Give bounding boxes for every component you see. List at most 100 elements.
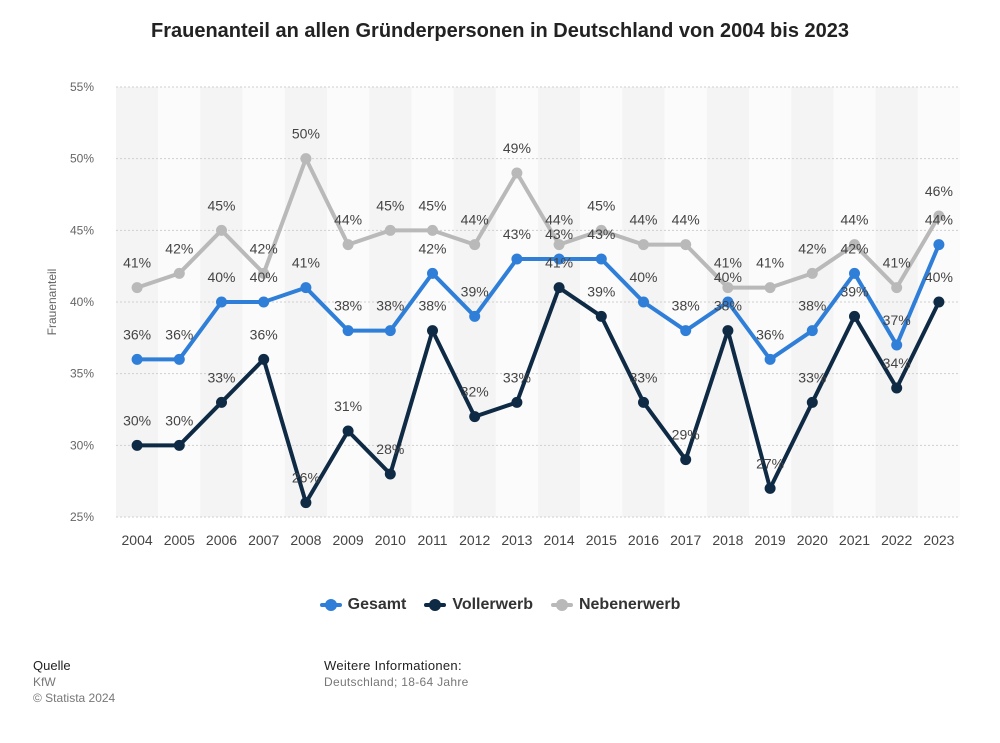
point-gesamt-2021	[849, 267, 860, 279]
point-nebenerwerb-2015	[595, 224, 607, 236]
data-label-gesamt-2005: 36%	[165, 326, 193, 342]
data-label-gesamt-2010: 38%	[376, 298, 404, 314]
data-label-nebenerwerb-2017: 44%	[672, 212, 700, 228]
data-label-nebenerwerb-2013: 49%	[503, 140, 531, 156]
info-block: Weitere Informationen: Deutschland; 18-6…	[324, 658, 469, 690]
data-label-vollerwerb-2011: 38%	[418, 298, 446, 314]
data-label-nebenerwerb-2022: 41%	[883, 255, 911, 271]
data-label-gesamt-2014: 43%	[545, 226, 573, 242]
data-label-vollerwerb-2020: 33%	[798, 369, 826, 385]
legend-item-gesamt[interactable]: Gesamt	[319, 596, 407, 614]
x-tick-2007: 2007	[248, 532, 279, 548]
point-nebenerwerb-2021	[849, 239, 860, 251]
data-label-vollerwerb-2006: 33%	[207, 369, 235, 385]
data-label-vollerwerb-2018: 38%	[714, 298, 742, 314]
x-tick-2019: 2019	[755, 532, 786, 548]
point-nebenerwerb-2010	[384, 224, 396, 236]
data-label-gesamt-2004: 36%	[123, 326, 151, 342]
source-block: Quelle KfW © Statista 2024	[33, 658, 115, 706]
data-label-gesamt-2012: 39%	[461, 283, 489, 299]
point-vollerwerb-2008	[300, 497, 312, 509]
data-label-gesamt-2013: 43%	[503, 226, 531, 242]
point-nebenerwerb-2009	[342, 239, 354, 251]
point-gesamt-2005	[173, 353, 185, 365]
data-label-nebenerwerb-2019: 41%	[756, 255, 784, 271]
data-label-nebenerwerb-2015: 45%	[587, 197, 615, 213]
point-vollerwerb-2007	[258, 353, 270, 365]
point-vollerwerb-2018	[722, 325, 734, 337]
x-tick-2004: 2004	[122, 532, 153, 548]
data-label-nebenerwerb-2006: 45%	[207, 197, 235, 213]
point-vollerwerb-2010	[384, 468, 396, 480]
data-label-gesamt-2023: 44%	[925, 212, 953, 228]
x-tick-2023: 2023	[923, 532, 954, 548]
point-nebenerwerb-2017	[680, 239, 692, 251]
data-label-vollerwerb-2019: 27%	[756, 455, 784, 471]
data-label-vollerwerb-2023: 40%	[925, 269, 953, 285]
y-axis-label: Frauenanteil	[45, 269, 59, 336]
copyright[interactable]: © Statista 2024	[33, 691, 116, 705]
data-label-vollerwerb-2008: 26%	[292, 470, 320, 486]
x-tick-2011: 2011	[417, 532, 447, 548]
point-vollerwerb-2005	[173, 439, 185, 451]
legend: Gesamt Vollerwerb Nebenerwerb	[0, 596, 1000, 614]
point-gesamt-2009	[342, 325, 354, 337]
x-tick-2016: 2016	[628, 532, 659, 548]
info-heading[interactable]: Weitere Informationen:	[324, 658, 462, 673]
data-label-nebenerwerb-2012: 44%	[461, 212, 489, 228]
point-vollerwerb-2014	[553, 282, 565, 294]
point-vollerwerb-2017	[680, 454, 692, 466]
x-tick-2012: 2012	[459, 532, 490, 548]
point-gesamt-2020	[806, 325, 818, 337]
point-nebenerwerb-2019	[764, 282, 776, 294]
point-vollerwerb-2022	[891, 382, 903, 394]
line-chart: 25% 30% 35% 40% 45% 50% 55% Frauenanteil 2004 200…	[45, 80, 960, 548]
data-label-gesamt-2006: 40%	[207, 269, 235, 285]
legend-item-vollerwerb[interactable]: Vollerwerb	[424, 596, 533, 614]
data-label-nebenerwerb-2020: 42%	[798, 240, 826, 256]
data-label-nebenerwerb-2004: 41%	[123, 255, 151, 271]
x-tick-2013: 2013	[501, 532, 532, 548]
point-nebenerwerb-2020	[806, 267, 818, 279]
point-gesamt-2012	[469, 310, 481, 322]
point-vollerwerb-2016	[638, 396, 649, 408]
data-label-vollerwerb-2016: 33%	[629, 369, 657, 385]
point-vollerwerb-2015	[595, 310, 607, 322]
data-label-gesamt-2008: 41%	[292, 255, 320, 271]
point-nebenerwerb-2014	[553, 239, 565, 251]
point-gesamt-2023	[933, 239, 945, 251]
data-label-vollerwerb-2009: 31%	[334, 398, 362, 414]
point-nebenerwerb-2006	[216, 224, 227, 236]
x-tick-2008: 2008	[290, 532, 321, 548]
x-tick-2006: 2006	[206, 532, 237, 548]
data-label-nebenerwerb-2008: 50%	[292, 126, 320, 142]
x-tick-2014: 2014	[544, 532, 575, 548]
legend-item-nebenerwerb[interactable]: Nebenerwerb	[550, 596, 680, 614]
legend-swatch-nebenerwerb	[550, 599, 573, 611]
series-line-vollerwerb	[135, 285, 941, 505]
data-label-gesamt-2022: 37%	[883, 312, 911, 328]
point-gesamt-2022	[891, 339, 903, 351]
point-nebenerwerb-2022	[891, 282, 903, 294]
data-label-vollerwerb-2022: 34%	[883, 355, 911, 371]
point-vollerwerb-2021	[849, 310, 860, 322]
x-tick-2017: 2017	[670, 532, 701, 548]
y-tick-30: 30%	[70, 438, 94, 452]
data-label-gesamt-2019: 36%	[756, 326, 784, 342]
data-label-nebenerwerb-2007: 42%	[250, 240, 278, 256]
point-gesamt-2014	[553, 253, 565, 265]
data-label-vollerwerb-2010: 28%	[376, 441, 404, 457]
x-tick-2021: 2021	[839, 532, 870, 548]
chart-title: Frauenanteil an allen Gründerpersonen in…	[151, 20, 849, 42]
legend-label-gesamt: Gesamt	[347, 596, 407, 613]
point-gesamt-2008	[300, 282, 312, 294]
source-name[interactable]: KfW	[33, 675, 56, 689]
source-heading: Quelle	[33, 658, 71, 673]
point-vollerwerb-2012	[469, 411, 481, 423]
data-label-nebenerwerb-2021: 44%	[840, 212, 868, 228]
x-tick-2009: 2009	[333, 532, 364, 548]
point-gesamt-2013	[511, 253, 523, 265]
data-label-nebenerwerb-2009: 44%	[334, 212, 362, 228]
point-nebenerwerb-2005	[173, 267, 185, 279]
point-gesamt-2006	[216, 296, 227, 308]
